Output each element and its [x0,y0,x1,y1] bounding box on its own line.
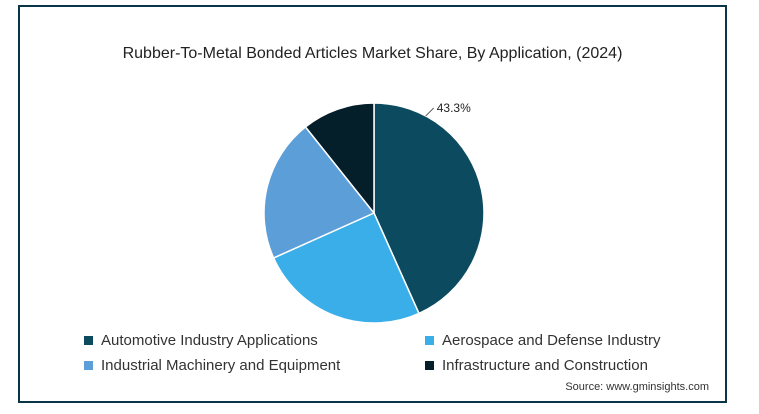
legend-swatch [425,336,434,345]
legend-swatch [84,336,93,345]
legend-label: Industrial Machinery and Equipment [101,357,341,374]
legend-item-aerospace: Aerospace and Defense Industry [425,332,660,349]
legend-label: Automotive Industry Applications [101,332,318,349]
slice-value-label: 43.3% [437,101,471,115]
pie-slice-1 [272,212,420,324]
chart-title: Rubber-To-Metal Bonded Articles Market S… [122,45,623,62]
legend-item-automotive: Automotive Industry Applications [84,332,318,349]
pie-slice-2 [263,125,376,259]
source-note: Source: www.gminsights.com [565,381,709,393]
pie-slice-3 [304,102,375,216]
legend-swatch [425,361,434,370]
legend-swatch [84,361,93,370]
pie-slice-0 [373,102,485,315]
legend-label: Infrastructure and Construction [442,357,648,374]
chart-frame: Rubber-To-Metal Bonded Articles Market S… [18,5,727,403]
legend-item-industrial: Industrial Machinery and Equipment [84,357,340,374]
legend-item-infrastructure: Infrastructure and Construction [425,357,648,374]
legend-label: Aerospace and Defense Industry [442,332,661,349]
label-leader-line [425,107,435,117]
